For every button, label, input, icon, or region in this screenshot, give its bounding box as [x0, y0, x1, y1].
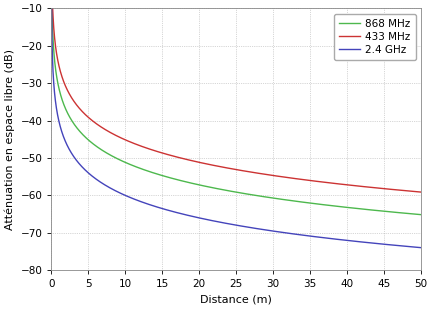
Line: 2.4 GHz: 2.4 GHz — [51, 8, 421, 248]
2.4 GHz — [116, 190, 121, 194]
Line: 433 MHz: 433 MHz — [51, 8, 421, 192]
2.4 GHz — [324, 236, 330, 240]
868 MHz — [289, 199, 294, 202]
2.4 GHz — [190, 214, 195, 218]
Legend: 868 MHz, 433 MHz, 2.4 GHz: 868 MHz, 433 MHz, 2.4 GHz — [334, 14, 416, 60]
Line: 868 MHz: 868 MHz — [51, 8, 421, 215]
2.4 GHz — [419, 246, 424, 249]
868 MHz — [324, 203, 330, 207]
868 MHz — [270, 196, 276, 200]
X-axis label: Distance (m): Distance (m) — [200, 294, 272, 305]
433 MHz — [289, 176, 294, 180]
868 MHz — [49, 6, 54, 10]
433 MHz — [190, 159, 195, 163]
433 MHz — [49, 6, 54, 10]
868 MHz — [419, 213, 424, 217]
433 MHz — [353, 184, 358, 188]
868 MHz — [190, 182, 195, 185]
2.4 GHz — [49, 6, 54, 10]
2.4 GHz — [353, 239, 358, 243]
868 MHz — [116, 158, 121, 161]
868 MHz — [353, 206, 358, 210]
433 MHz — [419, 190, 424, 194]
433 MHz — [270, 174, 276, 177]
433 MHz — [324, 181, 330, 184]
433 MHz — [116, 135, 121, 138]
2.4 GHz — [289, 232, 294, 235]
2.4 GHz — [270, 229, 276, 233]
Y-axis label: Atténuation en espace libre (dB): Atténuation en espace libre (dB) — [4, 49, 15, 230]
